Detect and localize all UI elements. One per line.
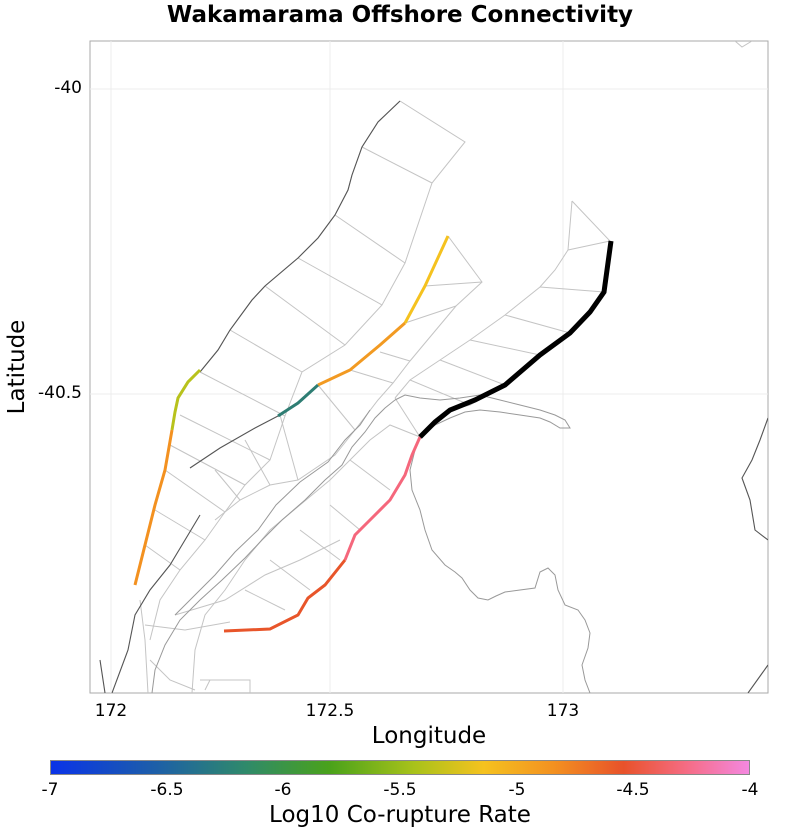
connected-section-western-upper [170,368,202,431]
colorbar-tick-label: -4.5 [616,780,650,800]
connected-section-southern-north [343,436,422,561]
colorbar-tick-label: -4 [741,780,759,800]
x-tick-label: 173 [546,701,580,721]
colorbar-tick-label: -6.5 [150,780,184,800]
connected-section-central-mid [317,321,406,387]
fault-traces [99,100,768,693]
connected-section-central-upper [403,235,450,324]
colorbar-tick-label: -6 [274,780,292,800]
chart-title: Wakamarama Offshore Connectivity [166,2,634,28]
colorbar-tick-label: -7 [41,780,59,800]
x-axis-label: Longitude [371,723,487,749]
y-axis-label: Latitude [4,319,30,415]
connected-section-western-lower [133,429,174,586]
connected-section-central-lower [277,383,320,418]
x-tick-label: 172 [94,701,128,721]
colorbar [50,760,750,775]
y-tick-label: -40 [54,78,82,98]
connected-section-southern-south [223,559,347,633]
colorbar-tick-label: -5.5 [383,780,417,800]
gridlines [90,41,768,693]
colorbar-tick-label: -5 [508,780,526,800]
x-tick-label: 172.5 [305,701,355,721]
source-fault-trace [418,240,614,439]
coastline [151,394,591,693]
colorbar-label: Log10 Co-rupture Rate [269,802,531,828]
y-tick-label: -40.5 [38,383,82,403]
